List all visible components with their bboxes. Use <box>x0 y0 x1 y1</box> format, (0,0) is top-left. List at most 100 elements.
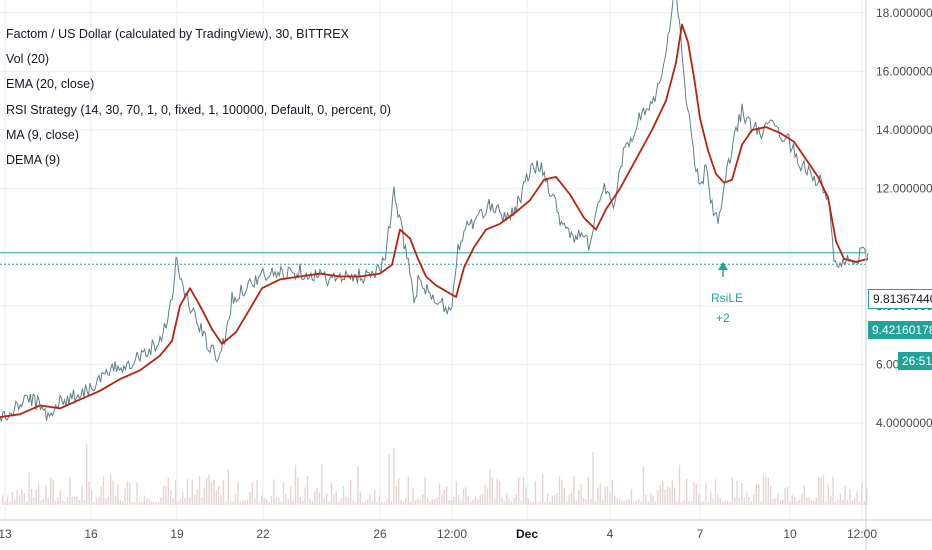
legend-title[interactable]: Factom / US Dollar (calculated by Tradin… <box>6 22 391 47</box>
legend-indicator-ema[interactable]: EMA (20, close) <box>6 72 391 97</box>
volume-bar <box>626 500 627 505</box>
volume-bar <box>434 499 435 505</box>
volume-bar <box>722 502 723 505</box>
x-tick-label: 4 <box>607 527 614 541</box>
volume-bar <box>50 478 51 505</box>
volume-bar <box>21 489 22 505</box>
volume-bar <box>609 492 610 505</box>
volume-bar <box>832 477 833 505</box>
x-tick-label: Dec <box>516 527 538 541</box>
volume-bar <box>756 484 757 505</box>
volume-bar <box>31 489 32 505</box>
volume-bar <box>175 480 176 505</box>
volume-bar <box>804 485 805 505</box>
volume-bar <box>614 496 615 505</box>
volume-bar <box>326 493 327 505</box>
volume-bar <box>165 487 166 505</box>
volume-bar <box>789 502 790 505</box>
volume-bar <box>201 497 202 505</box>
volume-bar <box>456 481 457 505</box>
volume-bar <box>307 476 308 505</box>
volume-bar <box>350 480 351 505</box>
volume-bar <box>436 497 437 505</box>
volume-bar <box>40 500 41 505</box>
volume-bar <box>688 501 689 505</box>
volume-bar <box>842 500 843 505</box>
volume-bar <box>98 498 99 505</box>
volume-bar <box>348 497 349 505</box>
volume-bar <box>379 495 380 505</box>
volume-bar <box>184 498 185 505</box>
volume-bar <box>336 492 337 505</box>
volume-bar <box>652 495 653 505</box>
volume-bar <box>544 502 545 505</box>
volume-bar <box>592 452 593 505</box>
volume-bar <box>384 502 385 505</box>
volume-bars <box>2 444 867 505</box>
volume-bar <box>199 476 200 505</box>
volume-bar <box>794 497 795 505</box>
volume-bar <box>849 489 850 505</box>
volume-bar <box>48 499 49 505</box>
volume-bar <box>573 476 574 505</box>
volume-bar <box>60 490 61 505</box>
x-tick-label: 7 <box>697 527 704 541</box>
volume-bar <box>729 502 730 505</box>
signal-arrow-icon <box>718 262 728 270</box>
volume-bar <box>715 479 716 505</box>
x-tick-label: 13 <box>0 527 12 541</box>
volume-bar <box>237 481 238 505</box>
volume-bar <box>415 500 416 505</box>
volume-bar <box>566 502 567 505</box>
volume-bar <box>619 498 620 505</box>
volume-bar <box>254 499 255 505</box>
volume-bar <box>410 501 411 505</box>
volume-bar <box>204 488 205 505</box>
volume-bar <box>182 492 183 505</box>
volume-bar <box>338 502 339 505</box>
volume-bar <box>792 495 793 505</box>
volume-bar <box>146 498 147 505</box>
volume-bar <box>823 475 824 505</box>
volume-bar <box>650 494 651 505</box>
volume-bar <box>55 500 56 505</box>
volume-bar <box>480 495 481 505</box>
volume-bar <box>127 481 128 505</box>
volume-bar <box>468 496 469 505</box>
y-tick-label: 16.00000000 <box>876 64 932 78</box>
legend-indicator-rsi-strategy[interactable]: RSI Strategy (14, 30, 70, 1, 0, fixed, 1… <box>6 98 391 123</box>
volume-bar <box>45 485 46 505</box>
legend-indicator-vol[interactable]: Vol (20) <box>6 47 391 72</box>
volume-bar <box>727 500 728 505</box>
volume-bar <box>91 491 92 505</box>
volume-bar <box>324 499 325 505</box>
volume-bar <box>583 498 584 505</box>
volume-bar <box>585 499 586 505</box>
volume-bar <box>540 501 541 505</box>
volume-bar <box>732 477 733 505</box>
volume-bar <box>856 491 857 505</box>
volume-bar <box>681 502 682 505</box>
volume-bar <box>187 479 188 505</box>
legend-indicator-ma[interactable]: MA (9, close) <box>6 123 391 148</box>
volume-bar <box>780 501 781 505</box>
volume-bar <box>211 483 212 505</box>
x-tick-label: 19 <box>170 527 184 541</box>
volume-bar <box>530 502 531 505</box>
volume-bar <box>806 497 807 505</box>
legend-indicator-dema[interactable]: DEMA (9) <box>6 148 391 173</box>
volume-bar <box>96 498 97 505</box>
countdown-label: 26:51 <box>898 352 932 370</box>
volume-bar <box>549 502 550 505</box>
volume-bar <box>4 502 5 505</box>
volume-bar <box>103 476 104 505</box>
volume-bar <box>225 502 226 505</box>
volume-bar <box>220 495 221 505</box>
y-tick-label: 18.00000000 <box>876 6 932 20</box>
volume-bar <box>141 502 142 505</box>
volume-bar <box>777 493 778 505</box>
volume-bar <box>19 495 20 505</box>
volume-bar <box>751 501 752 505</box>
volume-bar <box>26 501 27 505</box>
x-tick-label: 10 <box>783 527 797 541</box>
